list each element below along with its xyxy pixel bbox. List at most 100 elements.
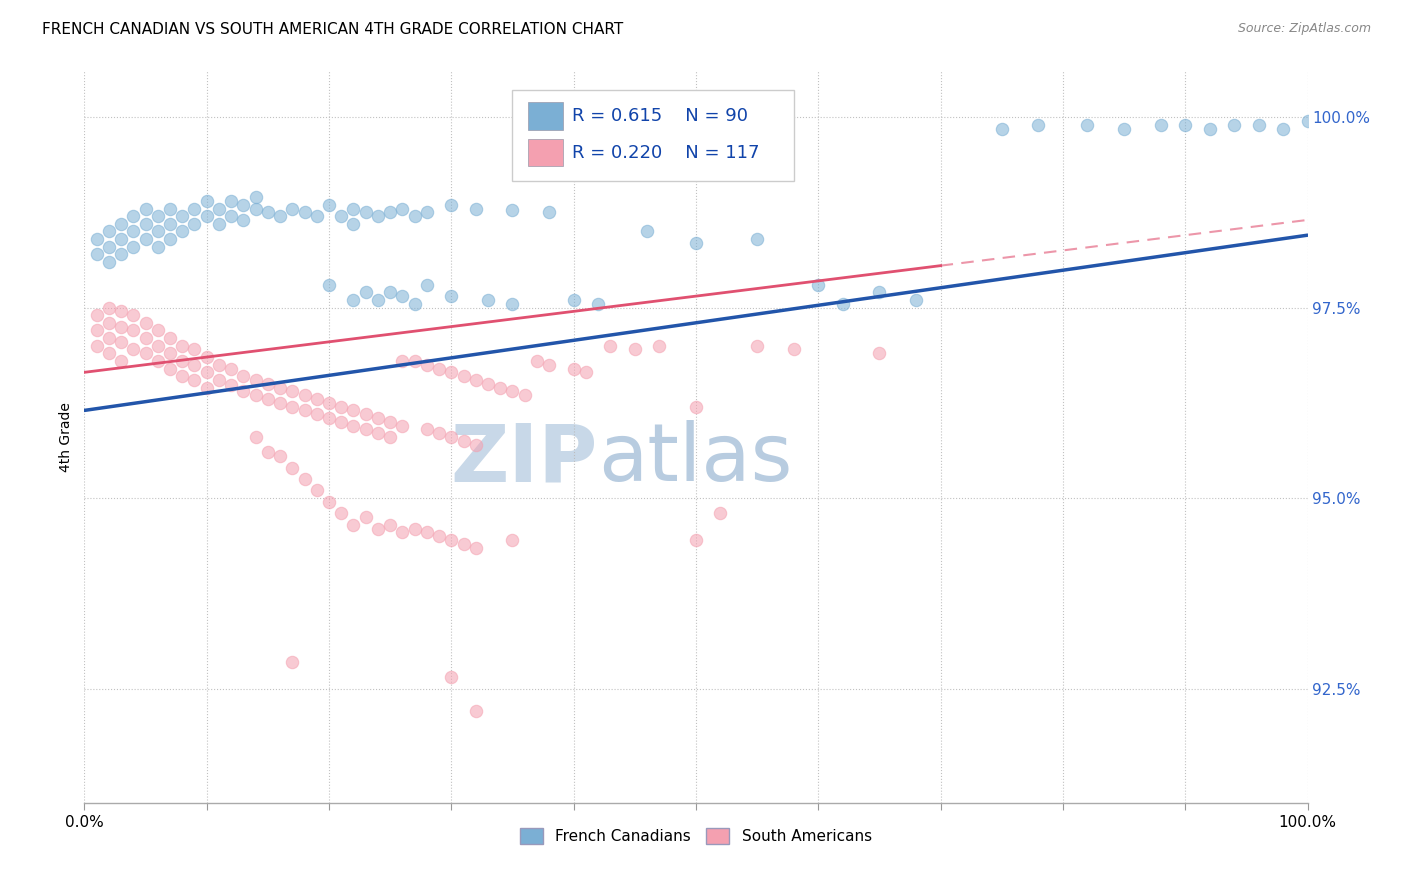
Point — [1028, 118, 1050, 132]
Point — [380, 430, 402, 444]
Point — [257, 445, 280, 459]
Point — [1150, 118, 1173, 132]
Point — [159, 361, 181, 376]
Point — [440, 289, 463, 303]
Point — [464, 438, 486, 452]
Point — [367, 522, 389, 536]
Point — [195, 380, 218, 394]
Point — [195, 350, 218, 364]
Point — [367, 411, 389, 425]
Point — [648, 339, 671, 353]
Point — [807, 277, 830, 292]
Point — [440, 533, 463, 547]
Point — [110, 232, 132, 246]
Point — [318, 495, 340, 509]
Point — [172, 354, 194, 368]
Point — [281, 202, 304, 216]
Point — [294, 388, 316, 402]
Point — [354, 510, 377, 524]
Point — [354, 285, 377, 300]
Point — [416, 525, 439, 540]
Point — [86, 339, 108, 353]
Point — [122, 209, 145, 223]
Point — [440, 430, 463, 444]
Point — [172, 209, 194, 223]
Point — [232, 384, 254, 399]
Point — [245, 202, 267, 216]
Point — [183, 202, 205, 216]
Point — [685, 400, 707, 414]
Point — [172, 339, 194, 353]
Point — [831, 297, 853, 311]
Point — [685, 533, 707, 547]
FancyBboxPatch shape — [529, 102, 562, 130]
Point — [354, 205, 377, 219]
Point — [97, 255, 120, 269]
Point — [440, 197, 463, 211]
Point — [380, 517, 402, 532]
Point — [294, 472, 316, 486]
Point — [453, 537, 475, 551]
Point — [391, 354, 413, 368]
Point — [183, 358, 205, 372]
Point — [440, 670, 463, 684]
Point — [232, 213, 254, 227]
Point — [110, 319, 132, 334]
Point — [1247, 118, 1270, 132]
Point — [427, 529, 450, 543]
Point — [232, 197, 254, 211]
Point — [97, 224, 120, 238]
Point — [464, 202, 486, 216]
Point — [991, 121, 1014, 136]
Point — [416, 422, 439, 436]
Point — [330, 209, 353, 223]
Point — [538, 358, 561, 372]
Point — [416, 205, 439, 219]
Point — [1223, 118, 1246, 132]
Point — [342, 403, 364, 417]
Point — [232, 369, 254, 384]
Point — [1296, 114, 1319, 128]
Point — [391, 525, 413, 540]
Point — [146, 354, 169, 368]
Point — [685, 235, 707, 250]
Point — [135, 316, 157, 330]
Text: ZIP: ZIP — [451, 420, 598, 498]
Point — [146, 224, 169, 238]
Point — [195, 209, 218, 223]
Point — [502, 533, 524, 547]
Point — [318, 396, 340, 410]
Point — [636, 224, 658, 238]
Point — [208, 217, 231, 231]
Point — [575, 365, 598, 379]
Point — [281, 384, 304, 399]
Point — [1198, 121, 1220, 136]
Point — [245, 430, 267, 444]
Point — [416, 277, 439, 292]
Point — [464, 541, 486, 555]
Y-axis label: 4th Grade: 4th Grade — [59, 402, 73, 472]
Point — [135, 331, 157, 345]
Point — [391, 418, 413, 433]
Point — [97, 239, 120, 253]
Point — [502, 297, 524, 311]
Point — [489, 380, 512, 394]
Text: FRENCH CANADIAN VS SOUTH AMERICAN 4TH GRADE CORRELATION CHART: FRENCH CANADIAN VS SOUTH AMERICAN 4TH GR… — [42, 22, 623, 37]
Point — [367, 209, 389, 223]
Point — [330, 400, 353, 414]
Point — [305, 392, 328, 406]
Point — [404, 209, 426, 223]
Point — [427, 426, 450, 441]
Text: Source: ZipAtlas.com: Source: ZipAtlas.com — [1237, 22, 1371, 36]
Point — [905, 293, 928, 307]
Point — [586, 297, 609, 311]
Point — [453, 434, 475, 448]
Point — [380, 205, 402, 219]
Point — [367, 293, 389, 307]
Point — [354, 407, 377, 421]
Point — [453, 369, 475, 384]
Point — [245, 190, 267, 204]
Point — [464, 704, 486, 718]
Point — [86, 323, 108, 337]
Point — [172, 369, 194, 384]
